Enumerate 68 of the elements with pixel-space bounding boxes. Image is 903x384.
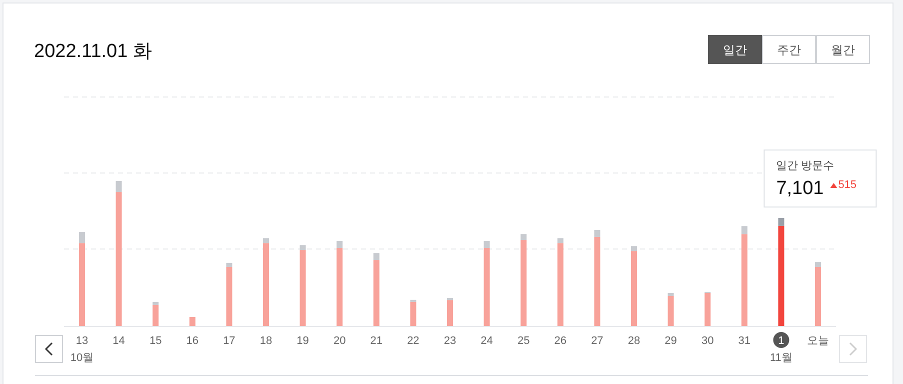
bar — [778, 226, 784, 326]
bar — [631, 246, 637, 252]
x-tick-label: 21 — [370, 335, 383, 347]
x-tick-label: 17 — [223, 335, 236, 347]
bar — [557, 238, 564, 244]
bar — [226, 266, 232, 326]
bar — [373, 253, 380, 260]
bar — [116, 192, 122, 326]
x-tick-label: 23 — [444, 335, 456, 347]
bar — [152, 302, 159, 305]
x-tick-label: 25 — [517, 335, 530, 347]
x-tick-label: 22 — [407, 335, 420, 347]
text: 515 — [838, 179, 857, 191]
bar — [668, 296, 674, 326]
bar — [300, 245, 306, 250]
bar — [778, 218, 784, 226]
x-tick-label: 20 — [333, 335, 346, 347]
x-tick-label: 28 — [628, 335, 640, 347]
bar — [226, 262, 232, 267]
bar — [336, 241, 343, 248]
text: 주간 — [777, 43, 801, 57]
text: 11월 — [770, 352, 792, 364]
x-tick-label: 19 — [296, 335, 309, 347]
text: 일간 — [723, 43, 747, 57]
text: 일간 방문수 — [776, 160, 834, 172]
bar — [668, 292, 674, 296]
bar — [704, 292, 711, 326]
x-tick-label: 31 — [738, 335, 751, 347]
bar — [79, 232, 85, 244]
x-tick-label: 13 — [76, 335, 88, 347]
bar — [594, 230, 600, 237]
bar — [152, 304, 159, 326]
text: 10월 — [70, 352, 94, 364]
bar — [815, 262, 821, 267]
bar — [447, 300, 453, 326]
annotation: 7,101 — [776, 178, 824, 199]
bar — [484, 248, 490, 326]
x-tick-label: 18 — [260, 335, 272, 347]
bar — [263, 243, 269, 326]
bar — [116, 181, 122, 192]
x-tick-label: 14 — [112, 335, 125, 347]
bar — [263, 238, 269, 244]
bar — [741, 234, 748, 326]
x-tick-label: 30 — [701, 335, 714, 347]
bar — [300, 250, 306, 326]
bar — [373, 260, 380, 326]
bar — [741, 226, 748, 234]
bar — [520, 240, 527, 326]
x-tick-label: 15 — [149, 335, 162, 347]
bar — [557, 243, 564, 326]
x-tick-label: 26 — [554, 335, 567, 347]
bar — [594, 236, 600, 326]
x-tick-label: 24 — [480, 335, 493, 347]
x-tick-label: 1 — [778, 335, 784, 347]
bar — [631, 251, 637, 326]
text: 월간 — [831, 43, 855, 57]
bar — [815, 266, 821, 326]
bar — [189, 317, 196, 326]
bar — [79, 243, 85, 326]
x-tick-label: 29 — [664, 335, 677, 347]
x-tick-label: 16 — [186, 335, 199, 347]
x-tick-label: 27 — [591, 335, 604, 347]
bar — [336, 248, 343, 326]
bar — [520, 234, 527, 240]
bar — [484, 241, 490, 248]
chart-title: 2022.11.01 화 — [34, 41, 152, 62]
bar — [410, 302, 416, 326]
x-tick-label: 오늘 — [807, 335, 829, 347]
